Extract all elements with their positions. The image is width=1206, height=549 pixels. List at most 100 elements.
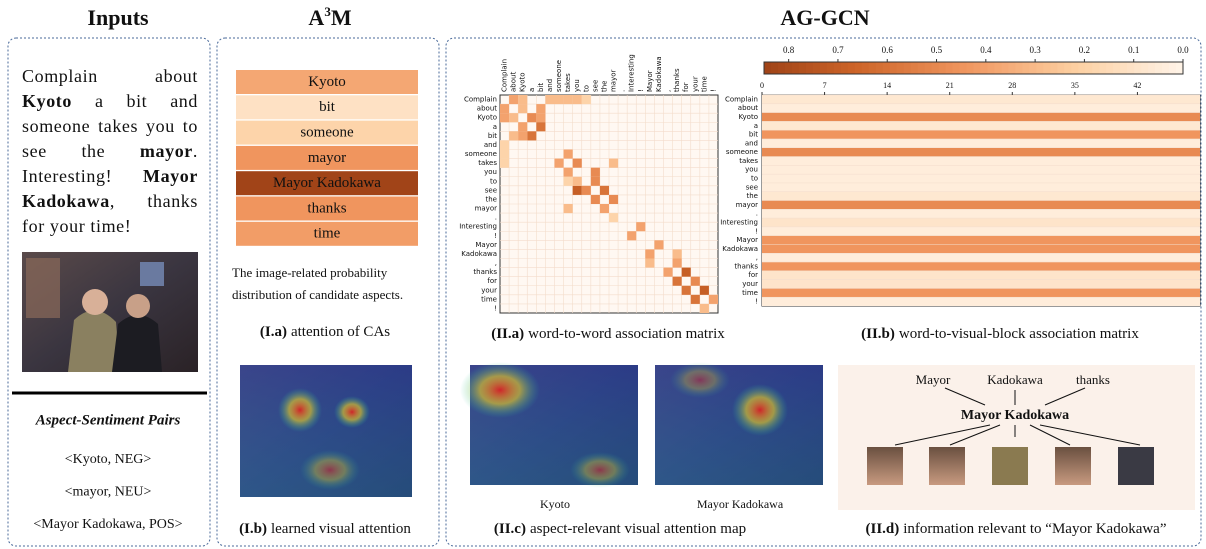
- colorbar-step: [1141, 62, 1149, 74]
- row-label: about: [477, 105, 497, 113]
- matrix-cell: [590, 194, 600, 204]
- caption-text: word-to-visual-block association matrix: [899, 326, 1139, 342]
- colorbar-step: [1155, 62, 1163, 74]
- caption-text: aspect-relevant visual attention map: [530, 521, 746, 537]
- panel: [216, 37, 440, 547]
- input-sentence: Complain about Kyoto a bit and someone t…: [22, 64, 198, 239]
- colorbar-step: [1134, 62, 1142, 74]
- matrix-cell: [500, 140, 510, 150]
- matrix-cell: [518, 104, 528, 114]
- col-label: .: [619, 90, 627, 92]
- col-label: Interesting: [628, 54, 636, 92]
- matrix-cell: [681, 267, 691, 277]
- sentence-part: Kyoto: [22, 91, 72, 111]
- relevance-box: [838, 365, 1195, 510]
- neighbor: Mayor: [916, 372, 951, 387]
- matrix-cell: [509, 113, 519, 123]
- matrix-cell: [572, 176, 582, 186]
- matrix-cell: [599, 185, 609, 195]
- row-label: !: [494, 232, 497, 240]
- colorbar-tick-label: 0.6: [882, 45, 894, 55]
- row-label: Kyoto: [738, 113, 758, 121]
- visual-row: [762, 235, 1200, 245]
- colorbar-step: [840, 62, 849, 74]
- caption-text: word-to-word association matrix: [528, 326, 725, 342]
- colorbar-step: [798, 62, 807, 74]
- row-label: time: [481, 295, 497, 303]
- row-label: Kadokawa: [461, 250, 497, 258]
- matrix-cell: [699, 285, 709, 295]
- caption-label: (I.a): [260, 324, 287, 340]
- colorbar-tick-label: 0.0: [1177, 45, 1189, 55]
- caption-label: (II.c): [494, 521, 526, 537]
- aspect-name: mayor: [308, 150, 346, 166]
- colorbar-tick-label: 0.5: [931, 45, 943, 55]
- colorbar-step: [1022, 62, 1030, 74]
- visual-row: [762, 226, 1200, 236]
- matrix-cell: [581, 185, 591, 195]
- colorbar-step: [882, 62, 891, 74]
- col-label: Kyoto: [519, 72, 527, 92]
- matrix-cell: [590, 167, 600, 177]
- colorbar-step: [1064, 62, 1072, 74]
- colorbar-step: [1148, 62, 1156, 74]
- colorbar-step: [896, 62, 905, 74]
- row-label: you: [745, 166, 758, 174]
- aspect-bar: [236, 120, 418, 145]
- row-label: to: [751, 175, 758, 183]
- attention-map: [655, 362, 823, 485]
- col-label: about: [510, 72, 518, 92]
- matrix-cell: [572, 158, 582, 168]
- caption-text: attention of CAs: [291, 324, 390, 340]
- colorbar-step: [973, 62, 981, 74]
- colorbar-step: [784, 62, 793, 74]
- sentence-part: a bit and someone takes you to see the: [22, 91, 198, 161]
- center-node: Mayor Kadokawa: [961, 408, 1069, 423]
- col-label: and: [546, 79, 554, 92]
- colorbar-frame: [763, 61, 1184, 75]
- row-label: you: [484, 168, 497, 176]
- sentence-part: , thanks for your time!: [22, 191, 198, 236]
- colorbar-step: [1008, 62, 1016, 74]
- colorbar-step: [1043, 62, 1051, 74]
- colorbar-step: [917, 62, 926, 74]
- visual-row: [762, 121, 1200, 131]
- caption-text: information relevant to “Mayor Kadokawa”: [903, 521, 1166, 537]
- matrix-cell: [536, 122, 546, 132]
- colorbar-tick-label: 0.8: [783, 45, 795, 55]
- colorbar-step: [1085, 62, 1093, 74]
- col-label: the: [600, 81, 608, 93]
- attention-image: [240, 365, 412, 497]
- row-label: and: [484, 141, 497, 149]
- matrix-cell: [663, 267, 673, 277]
- matrix-cell: [672, 258, 682, 268]
- colorbar-step: [994, 62, 1002, 74]
- visual-row: [762, 279, 1200, 289]
- matrix-cell: [590, 176, 600, 186]
- matrix-cell: [636, 222, 646, 232]
- col-label: Mayor: [646, 70, 654, 92]
- colorbar-step: [861, 62, 870, 74]
- x-tick-label: 14: [883, 81, 891, 90]
- row-label: your: [742, 280, 758, 288]
- matrix-cell: [545, 95, 555, 105]
- colorbar-step: [764, 62, 772, 74]
- matrix-cell: [563, 167, 573, 177]
- header-sup: 3: [324, 4, 331, 19]
- row-label: Complain: [464, 96, 497, 104]
- matrix-cell: [509, 95, 519, 105]
- colorbar-step: [819, 62, 828, 74]
- note: The image-related probability: [232, 265, 388, 280]
- col-label: !: [709, 89, 717, 92]
- matrix-cell: [500, 104, 510, 114]
- colorbar-step: [777, 62, 786, 74]
- colorbar-step: [854, 62, 863, 74]
- matrix-cell: [536, 113, 546, 123]
- colorbar-step: [1036, 62, 1044, 74]
- col-label: time: [700, 76, 708, 92]
- visual-row: [762, 147, 1200, 157]
- colorbar-step: [1127, 62, 1135, 74]
- sentence-part: mayor: [139, 141, 193, 161]
- row-label: mayor: [736, 201, 759, 209]
